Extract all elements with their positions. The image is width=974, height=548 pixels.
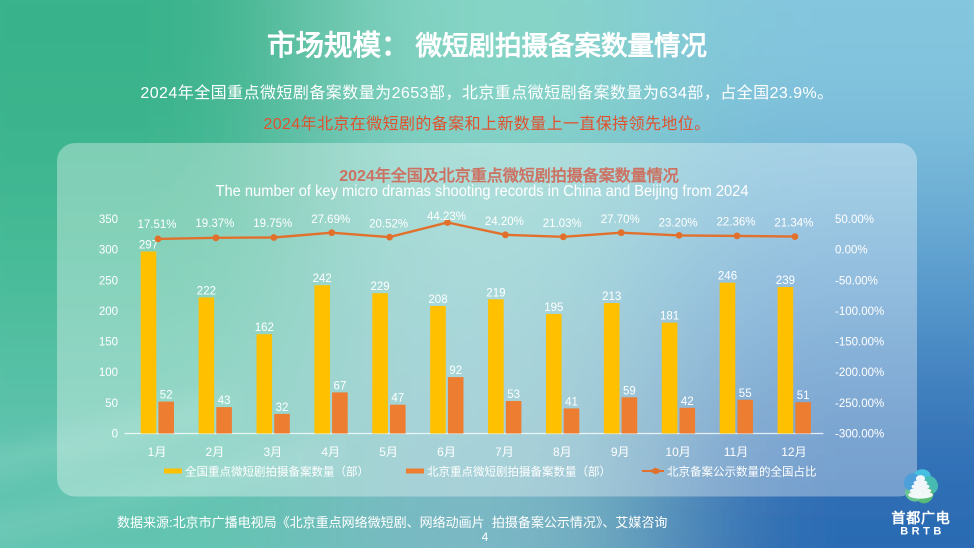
svg-text:219: 219 (486, 287, 505, 299)
svg-text:42: 42 (681, 396, 694, 408)
svg-text:4月: 4月 (321, 445, 340, 459)
svg-text:22.36%: 22.36% (716, 217, 755, 229)
svg-text:BRTB: BRTB (900, 526, 945, 538)
svg-text:150: 150 (99, 337, 118, 349)
svg-text:-250.00%: -250.00% (835, 398, 884, 410)
svg-text:229: 229 (371, 281, 390, 293)
svg-text:181: 181 (660, 311, 679, 323)
svg-text:-100.00%: -100.00% (835, 306, 884, 318)
svg-text:250: 250 (99, 275, 118, 287)
svg-text:100: 100 (99, 367, 118, 379)
svg-text:27.70%: 27.70% (601, 214, 640, 226)
svg-text:51: 51 (797, 390, 810, 402)
svg-text:52: 52 (160, 390, 173, 402)
svg-text:350: 350 (99, 214, 118, 226)
svg-text:92: 92 (449, 365, 462, 377)
svg-text:-200.00%: -200.00% (835, 367, 884, 379)
svg-text:20.52%: 20.52% (369, 219, 408, 231)
svg-text:0.00%: 0.00% (835, 245, 868, 257)
svg-text:67: 67 (334, 380, 347, 392)
svg-text:53: 53 (507, 389, 520, 401)
svg-text:19.37%: 19.37% (195, 218, 234, 230)
svg-text:The number of key micro dramas: The number of key micro dramas shooting … (216, 183, 749, 200)
svg-text:239: 239 (776, 275, 795, 287)
svg-text:12月: 12月 (781, 445, 806, 459)
svg-text:213: 213 (602, 291, 621, 303)
svg-text:300: 300 (99, 245, 118, 257)
svg-text:北京重点微短剧拍摄备案数量（部）: 北京重点微短剧拍摄备案数量（部） (427, 465, 611, 479)
svg-text:19.75%: 19.75% (253, 218, 292, 230)
svg-text:11月: 11月 (724, 445, 748, 459)
svg-text:-150.00%: -150.00% (835, 337, 884, 349)
svg-text:50: 50 (105, 398, 118, 410)
svg-text:195: 195 (544, 302, 563, 314)
svg-text:7月: 7月 (495, 445, 514, 459)
svg-text:1月: 1月 (148, 445, 167, 459)
svg-text:162: 162 (255, 322, 274, 334)
svg-text:44.23%: 44.23% (427, 211, 466, 223)
svg-text:8月: 8月 (553, 445, 572, 459)
svg-text:2月: 2月 (206, 445, 225, 459)
svg-text:23.20%: 23.20% (659, 217, 698, 229)
svg-text:首都广电: 首都广电 (891, 510, 950, 526)
svg-text:2024年全国及北京重点微短剧拍摄备案数量情况: 2024年全国及北京重点微短剧拍摄备案数量情况 (339, 166, 679, 185)
svg-text:27.69%: 27.69% (311, 214, 350, 226)
svg-text:55: 55 (739, 388, 752, 400)
svg-text:北京备案公示数量的全国占比: 北京备案公示数量的全国占比 (667, 465, 817, 479)
svg-text:17.51%: 17.51% (137, 219, 176, 231)
svg-text:21.03%: 21.03% (543, 218, 582, 230)
svg-text:24.20%: 24.20% (485, 216, 524, 228)
svg-text:59: 59 (623, 385, 636, 397)
svg-text:50.00%: 50.00% (835, 214, 874, 226)
svg-text:43: 43 (218, 395, 231, 407)
svg-text:-50.00%: -50.00% (835, 275, 878, 287)
svg-text:297: 297 (139, 240, 158, 252)
svg-text:全国重点微短剧拍摄备案数量（部）: 全国重点微短剧拍摄备案数量（部） (185, 465, 369, 479)
svg-text:32: 32 (276, 402, 289, 414)
svg-text:5月: 5月 (379, 445, 398, 459)
svg-text:222: 222 (197, 285, 216, 297)
svg-text:242: 242 (313, 273, 332, 285)
svg-text:0: 0 (112, 429, 118, 441)
svg-text:47: 47 (391, 393, 404, 405)
svg-text:246: 246 (718, 271, 737, 283)
svg-text:200: 200 (99, 306, 118, 318)
svg-text:208: 208 (428, 294, 447, 306)
svg-text:21.34%: 21.34% (774, 218, 813, 230)
svg-text:9月: 9月 (611, 445, 630, 459)
svg-text:-300.00%: -300.00% (835, 429, 884, 441)
svg-text:10月: 10月 (665, 445, 690, 459)
svg-text:6月: 6月 (437, 445, 456, 459)
svg-text:41: 41 (565, 396, 578, 408)
svg-text:3月: 3月 (263, 445, 282, 459)
